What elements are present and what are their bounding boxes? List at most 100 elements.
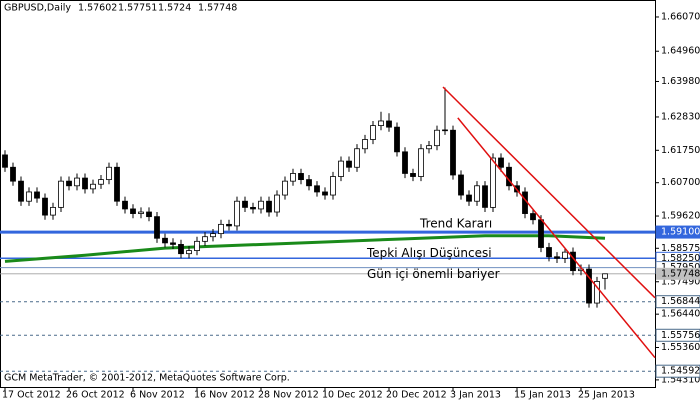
y-tick-label: 1.55360 (661, 342, 700, 353)
channel-line (442, 86, 656, 299)
level-label-box (655, 295, 700, 309)
y-tick-label: 1.57490 (661, 276, 700, 287)
candle-body (386, 120, 392, 128)
candle-body (594, 281, 600, 304)
level-label: 1.54592 (661, 366, 700, 377)
candle-body (530, 213, 536, 221)
candle-body (602, 273, 608, 279)
candle-body (58, 180, 64, 208)
candle-body (330, 176, 336, 196)
x-tick-label: 25 Jan 2013 (578, 390, 635, 401)
candle-body (90, 183, 96, 190)
candle-body (138, 211, 144, 214)
candle-body (258, 200, 264, 210)
level-annotation: Tepki Alışı Düşüncesi (366, 246, 492, 260)
candle-body (34, 191, 40, 199)
candle-body (82, 177, 88, 190)
y-tick-label: 1.63980 (661, 76, 700, 87)
level-label: 1.58250 (661, 253, 700, 264)
level-label-box (655, 364, 700, 378)
header-high: 1.57751 (118, 3, 157, 14)
x-tick-label: 3 Jan 2013 (450, 390, 501, 401)
candle-body (458, 174, 464, 196)
y-tick-label: 1.66070 (661, 11, 700, 22)
candle-body (306, 179, 312, 187)
candle-body (42, 197, 48, 216)
candle-body (474, 185, 480, 202)
candle-body (74, 177, 80, 187)
candle-body (442, 129, 448, 132)
candle-body (170, 242, 176, 245)
chart-title: GBPUSD,Daily (4, 3, 71, 14)
candle-body (362, 139, 368, 150)
y-tick-label: 1.60700 (661, 177, 700, 188)
candle-body (218, 223, 224, 235)
plot-frame (0, 0, 656, 388)
level-label-box (655, 328, 700, 342)
candle-body (10, 166, 16, 182)
candle-body (554, 256, 560, 259)
candle-body (50, 206, 56, 216)
y-tick-label: 1.58575 (661, 243, 700, 254)
candle-body (546, 247, 552, 258)
candle-body (226, 223, 232, 227)
x-tick-label: 20 Dec 2012 (386, 390, 447, 401)
candle-body (162, 237, 168, 244)
candle-body (202, 236, 208, 242)
candle-body (130, 208, 136, 214)
y-tick-label: 1.59620 (661, 211, 700, 222)
candle-body (402, 151, 408, 174)
candle-body (146, 211, 152, 218)
candle-body (482, 185, 488, 208)
header-close: 1.57748 (198, 3, 237, 14)
level-label: 1.59100 (661, 227, 700, 238)
candle-body (66, 180, 72, 187)
y-tick-label: 1.64960 (661, 46, 700, 57)
y-tick-label: 1.61750 (661, 145, 700, 156)
candle-body (466, 194, 472, 202)
candle-body (298, 173, 304, 181)
current-price-box (656, 267, 700, 280)
candle-body (114, 166, 120, 202)
candle-body (394, 126, 400, 153)
candle-body (2, 154, 8, 168)
candle-body (186, 250, 192, 255)
candle-body (322, 191, 328, 196)
header-low: 1.5724 (158, 3, 191, 14)
x-tick-label: 26 Oct 2012 (66, 390, 125, 401)
footer: GCM MetaTrader, © 2001-2012, MetaQuotes … (4, 373, 290, 384)
candle-body (266, 200, 272, 213)
candle-body (314, 185, 320, 193)
candle-body (194, 240, 200, 251)
level-annotation: Trend Kararı (419, 217, 492, 231)
candle-body (26, 191, 32, 202)
channel-line (457, 117, 656, 359)
current-price-label: 1.57748 (661, 268, 700, 279)
candle-body (274, 194, 280, 213)
candle-body (242, 200, 248, 208)
x-tick-label: 6 Nov 2012 (130, 390, 185, 401)
candle-body (18, 180, 24, 202)
candle-body (450, 129, 456, 176)
candle-body (122, 200, 128, 210)
y-tick-label: 1.54310 (661, 374, 700, 385)
x-tick-label: 16 Nov 2012 (194, 390, 255, 401)
level-label: 1.56844 (661, 296, 700, 307)
candle-body (250, 206, 256, 210)
candle-body (490, 157, 496, 208)
level-annotation: Gün içi önemli bariyer (367, 267, 500, 281)
y-tick-label: 1.62830 (661, 111, 700, 122)
candle-body (154, 216, 160, 239)
candle-body (354, 148, 360, 168)
level-label: 1.55756 (661, 330, 700, 341)
candle-body (338, 160, 344, 177)
candle-body (370, 125, 376, 140)
levels-layer (0, 230, 655, 372)
candle-body (178, 244, 184, 255)
x-tick-label: 15 Jan 2013 (514, 390, 571, 401)
x-tick-label: 28 Nov 2012 (258, 390, 319, 401)
y-tick-label: 1.56440 (661, 309, 700, 320)
